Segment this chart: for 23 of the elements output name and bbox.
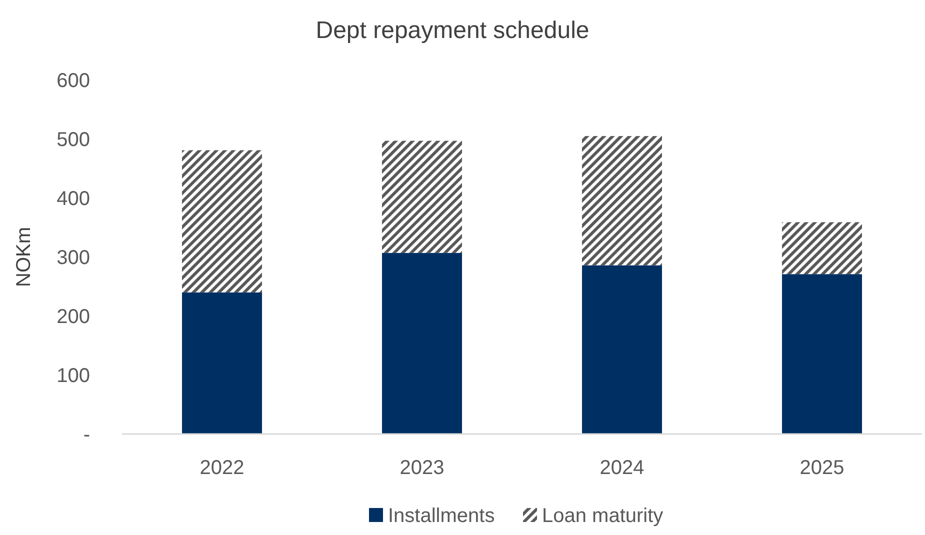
- bar: [782, 222, 862, 274]
- bar: [382, 140, 462, 253]
- y-tick-label: 400: [56, 188, 90, 210]
- bar: [382, 252, 462, 434]
- y-tick-label: 600: [56, 70, 90, 92]
- chart-title: Dept repayment schedule: [316, 17, 590, 44]
- x-tick-label: 2025: [800, 457, 844, 479]
- x-tick-label: 2024: [600, 457, 644, 479]
- y-tick-label: 200: [56, 306, 90, 328]
- y-tick-label: 100: [56, 365, 90, 387]
- bar: [182, 292, 262, 434]
- y-axis-title: NOKm: [13, 227, 35, 287]
- x-tick-label: 2022: [200, 457, 244, 479]
- legend-label: Installments: [388, 505, 495, 527]
- y-tick-label: 300: [56, 247, 90, 269]
- x-tick-label: 2023: [400, 457, 444, 479]
- bar: [782, 274, 862, 434]
- bar: [182, 150, 262, 292]
- bar: [582, 136, 662, 266]
- bar: [582, 265, 662, 434]
- y-tick-label: 500: [56, 129, 90, 151]
- legend-label: Loan maturity: [542, 505, 664, 527]
- y-tick-label: -: [83, 424, 90, 446]
